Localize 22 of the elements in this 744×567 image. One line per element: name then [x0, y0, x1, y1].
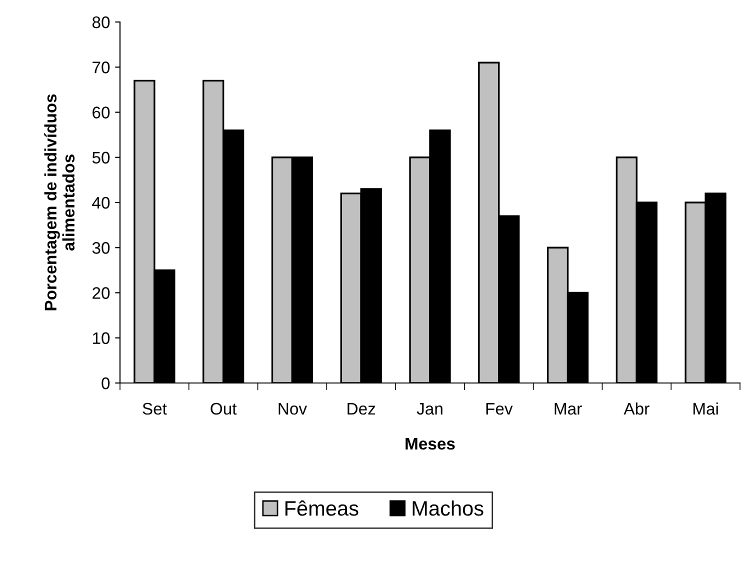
y-tick-label: 80	[92, 16, 110, 28]
x-tick-label: Mai	[693, 402, 718, 415]
y-tick-label: 40	[92, 196, 110, 209]
y-tick-label: 70	[92, 62, 110, 74]
x-tick-label: Out	[210, 402, 237, 415]
y-tick-label: 20	[92, 287, 110, 299]
x-tick-label: Set	[142, 402, 167, 415]
x-tick-label: Mar	[554, 403, 582, 415]
y-tick-label: 50	[92, 152, 110, 164]
x-tick-label: Fev	[486, 403, 513, 415]
x-tick-label: Dez	[348, 403, 376, 415]
x-tick-label: Abr	[624, 402, 650, 415]
legend-label: Fêmeas	[285, 500, 358, 516]
y-tick-label: 60	[92, 106, 110, 118]
y-tick-label: 0	[102, 377, 110, 390]
x-axis-title: Meses	[406, 438, 455, 450]
legend-label: Machos	[412, 500, 484, 516]
y-tick-label: 30	[92, 242, 110, 254]
x-tick-label: Nov	[278, 403, 307, 415]
y-tick-label: 10	[93, 332, 110, 344]
x-tick-label: Jan	[416, 403, 442, 415]
y-axis-title: Porcentagem de indivíduos alimentados	[44, 94, 75, 310]
